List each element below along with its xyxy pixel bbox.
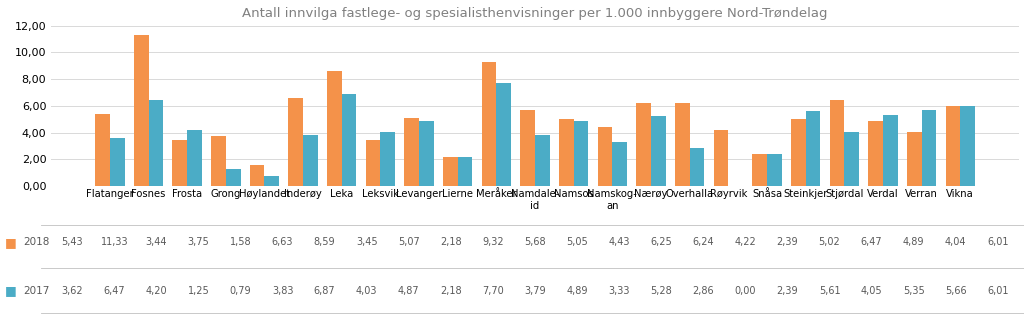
Bar [458,157,472,186]
Bar [868,121,883,186]
Bar [753,154,767,186]
Bar [767,154,781,186]
Bar [404,118,419,186]
Bar [844,132,859,186]
Text: 2,39: 2,39 [776,285,799,296]
Bar [226,169,241,186]
Bar [612,142,627,186]
Text: ■: ■ [5,284,16,297]
Bar [559,119,573,186]
Text: 2,18: 2,18 [440,285,462,296]
Text: 4,04: 4,04 [945,237,967,247]
Text: 2018: 2018 [24,237,50,247]
Text: 2,39: 2,39 [776,237,799,247]
Text: 3,79: 3,79 [524,285,546,296]
Text: 4,22: 4,22 [734,237,757,247]
Text: 5,28: 5,28 [650,285,672,296]
Bar [651,116,666,186]
Text: 3,33: 3,33 [608,285,630,296]
Text: 6,63: 6,63 [271,237,293,247]
Text: 5,61: 5,61 [819,285,841,296]
Bar [289,98,303,186]
Text: 5,35: 5,35 [903,285,925,296]
Bar [481,62,497,186]
Text: 6,24: 6,24 [692,237,714,247]
Text: 2,18: 2,18 [440,237,462,247]
Bar [573,121,589,186]
Bar [636,103,651,186]
Bar [791,119,806,186]
Text: 3,75: 3,75 [187,237,209,247]
Text: 5,02: 5,02 [818,237,841,247]
Text: 4,05: 4,05 [861,285,883,296]
Text: 4,89: 4,89 [566,285,588,296]
Bar [961,106,975,186]
Bar [264,176,280,186]
Text: 5,66: 5,66 [945,285,967,296]
Bar [675,103,689,186]
Text: 4,43: 4,43 [608,237,630,247]
Bar [497,83,511,186]
Bar [303,135,317,186]
Text: 6,25: 6,25 [650,237,672,247]
Bar [829,100,844,186]
Bar [714,130,728,186]
Bar [250,165,264,186]
Text: 4,87: 4,87 [398,285,420,296]
Text: 7,70: 7,70 [482,285,504,296]
Bar [520,110,535,186]
Bar [327,71,342,186]
Text: 6,01: 6,01 [987,237,1009,247]
Text: 2,86: 2,86 [692,285,714,296]
Bar [342,94,356,186]
Text: 4,89: 4,89 [903,237,925,247]
Text: 8,59: 8,59 [314,237,336,247]
Bar [922,110,936,186]
Text: 0,79: 0,79 [229,285,251,296]
Text: 1,58: 1,58 [229,237,251,247]
Bar [443,157,458,186]
Bar [366,140,381,186]
Text: 6,87: 6,87 [314,285,336,296]
Text: 0,00: 0,00 [734,285,756,296]
Bar [110,138,125,186]
Bar [211,136,226,186]
Bar [419,121,434,186]
Bar [945,106,961,186]
Text: 4,20: 4,20 [145,285,167,296]
Bar [535,135,550,186]
Bar [806,111,820,186]
Bar [689,148,705,186]
Bar [598,127,612,186]
Bar [95,114,110,186]
Text: 5,05: 5,05 [566,237,588,247]
Bar [148,100,163,186]
Text: 6,47: 6,47 [861,237,883,247]
Text: 5,68: 5,68 [524,237,546,247]
Bar [907,132,922,186]
Text: 9,32: 9,32 [482,237,504,247]
Bar [883,115,898,186]
Text: 3,83: 3,83 [271,285,293,296]
Text: 5,43: 5,43 [61,237,83,247]
Text: 1,25: 1,25 [187,285,209,296]
Text: 6,01: 6,01 [987,285,1009,296]
Text: 5,07: 5,07 [398,237,420,247]
Bar [381,132,395,186]
Bar [134,35,148,186]
Text: ■: ■ [5,236,16,249]
Text: 6,47: 6,47 [103,285,125,296]
Text: 3,62: 3,62 [61,285,83,296]
Text: 11,33: 11,33 [100,237,128,247]
Text: 2017: 2017 [24,285,50,296]
Text: 4,03: 4,03 [356,285,378,296]
Text: 3,45: 3,45 [356,237,378,247]
Bar [172,140,187,186]
Bar [187,130,202,186]
Text: 3,44: 3,44 [145,237,167,247]
Title: Antall innvilga fastlege- og spesialisthenvisninger per 1.000 innbyggere Nord-Tr: Antall innvilga fastlege- og spesialisth… [243,7,827,20]
